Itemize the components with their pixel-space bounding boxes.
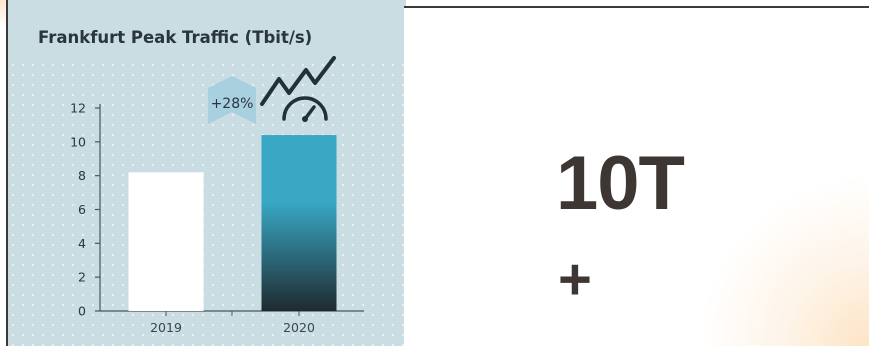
bar-2020 xyxy=(261,135,337,311)
y-tick-label: 4 xyxy=(78,236,86,251)
percent-badge xyxy=(208,76,256,124)
traffic-highlight-value: 10T xyxy=(556,141,685,226)
x-tick-label: 2019 xyxy=(150,320,182,335)
bar-chart: 0 2 4 6 8 10 12 2019 2020 +28% xyxy=(70,56,364,335)
x-tick-label: 2020 xyxy=(283,320,315,335)
chart-panel: Frankfurt Peak Traffic (Tbit/s) 0 2 4 6 8 10 1… xyxy=(6,0,406,346)
y-tick-label: 10 xyxy=(70,134,86,149)
y-tick-label: 0 xyxy=(78,304,86,319)
speedometer-icon xyxy=(282,96,328,122)
y-tick-label: 2 xyxy=(78,270,86,285)
y-tick-label: 6 xyxy=(78,202,86,217)
chart-title: Frankfurt Peak Traffic (Tbit/s) xyxy=(38,28,313,47)
trend-up-icon xyxy=(260,56,336,106)
bar-2019 xyxy=(128,172,204,311)
plus-suffix: + xyxy=(558,247,592,312)
highlight-panel: 10T + xyxy=(404,6,869,346)
y-tick-label: 8 xyxy=(78,168,86,183)
percent-change-label: +28% xyxy=(211,96,254,112)
y-tick-label: 12 xyxy=(70,101,86,116)
